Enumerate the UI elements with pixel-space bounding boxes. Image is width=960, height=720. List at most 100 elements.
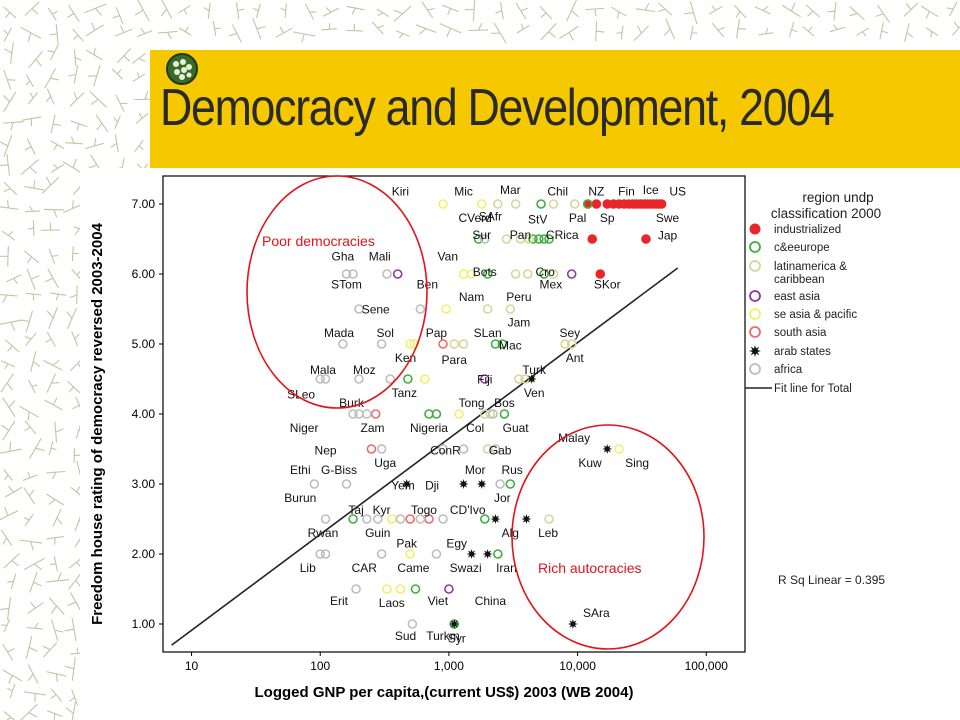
- data-point: [595, 269, 606, 279]
- data-point: [482, 549, 493, 559]
- pattern-stroke: [802, 26, 815, 37]
- pattern-stroke: [19, 405, 40, 421]
- data-point: [382, 584, 392, 594]
- data-point: [315, 374, 326, 384]
- pattern-stroke: [585, 7, 605, 17]
- data-point: [438, 444, 448, 454]
- pattern-stroke: [20, 310, 34, 333]
- country-label: Turkm: [426, 629, 460, 643]
- pattern-stroke: [633, 25, 649, 41]
- pattern-stroke: [322, 7, 339, 17]
- pattern-stroke: [229, 24, 242, 43]
- pattern-stroke: [178, 26, 192, 36]
- legend-marker: [749, 363, 761, 375]
- pattern-stroke: [44, 397, 63, 411]
- pattern-stroke: [66, 4, 80, 22]
- country-label: Gha: [332, 250, 355, 264]
- pattern-stroke: [54, 421, 64, 443]
- country-label: Sud: [395, 629, 416, 643]
- data-point: [544, 234, 554, 244]
- country-label: Pak: [396, 537, 418, 551]
- legend-label: industrialized: [774, 224, 841, 236]
- pattern-stroke: [48, 441, 57, 456]
- pattern-stroke: [45, 331, 56, 347]
- data-point: [395, 584, 406, 594]
- data-point: [534, 234, 544, 244]
- pattern-stroke: [46, 470, 66, 480]
- country-label: Mala: [310, 363, 336, 377]
- pattern-stroke: [849, 6, 865, 21]
- data-point: [382, 269, 392, 279]
- pattern-stroke: [3, 69, 16, 90]
- country-label: SLan: [474, 326, 502, 340]
- data-point: [320, 514, 331, 524]
- pattern-stroke: [88, 65, 101, 87]
- country-label: SLeo: [287, 387, 315, 401]
- country-label: Came: [397, 561, 429, 575]
- pattern-stroke: [64, 617, 77, 642]
- data-point: [510, 269, 521, 279]
- legend-marker: [749, 241, 761, 253]
- data-point: [524, 234, 534, 244]
- country-label: Sey: [559, 326, 580, 340]
- legend-label: latinamerica &: [774, 261, 847, 273]
- pattern-stroke: [84, 138, 105, 150]
- pattern-stroke: [30, 351, 41, 372]
- country-label: Kyr: [373, 503, 391, 517]
- data-point: [499, 409, 510, 419]
- country-label: Bots: [473, 265, 497, 279]
- pattern-stroke: [44, 268, 59, 289]
- pattern-stroke: [29, 571, 42, 593]
- pattern-stroke: [45, 88, 55, 105]
- data-point: [521, 514, 532, 524]
- rich-autocracies-ellipse: [511, 424, 705, 650]
- pattern-stroke: [280, 3, 287, 18]
- data-point: [548, 199, 559, 209]
- pattern-stroke: [132, 72, 146, 82]
- country-label: Viet: [428, 594, 449, 608]
- pattern-stroke: [516, 23, 530, 34]
- data-point: [376, 339, 387, 349]
- data-point: [510, 199, 521, 209]
- pattern-stroke: [0, 529, 13, 546]
- country-label: Alg: [502, 526, 519, 540]
- y-tick-label: 5.00: [132, 337, 156, 351]
- data-point: [351, 584, 361, 594]
- pattern-stroke: [23, 691, 47, 703]
- data-point: [376, 549, 387, 559]
- pattern-stroke: [42, 642, 58, 658]
- country-label: Nigeria: [410, 421, 448, 435]
- y-tick-label: 4.00: [132, 407, 156, 421]
- data-point: [385, 374, 396, 384]
- pattern-stroke: [0, 507, 19, 521]
- pattern-stroke: [758, 28, 774, 36]
- pattern-stroke: [754, 5, 771, 15]
- pattern-stroke: [3, 711, 15, 720]
- data-point: [505, 479, 516, 489]
- pattern-stroke: [1, 618, 11, 633]
- x-axis-title: Logged GNP per capita,(current US$) 2003…: [255, 684, 634, 701]
- pattern-stroke: [0, 319, 23, 331]
- country-label: StV: [528, 212, 547, 226]
- pattern-stroke: [0, 441, 22, 454]
- data-point: [431, 409, 442, 419]
- data-point: [431, 549, 442, 559]
- pattern-stroke: [27, 664, 39, 684]
- pattern-stroke: [3, 27, 13, 42]
- pattern-stroke: [0, 360, 16, 370]
- pattern-stroke: [27, 92, 39, 105]
- pattern-stroke: [0, 373, 14, 393]
- country-label: CAR: [352, 561, 378, 575]
- pattern-stroke: [85, 22, 104, 37]
- y-tick-label: 6.00: [132, 267, 156, 281]
- data-point: [528, 234, 538, 244]
- pattern-stroke: [50, 114, 61, 134]
- pattern-stroke: [28, 50, 44, 69]
- data-point: [395, 514, 406, 524]
- data-point: [454, 409, 464, 419]
- x-tick-label: 100,000: [685, 659, 729, 673]
- legend-label: se asia & pacific: [774, 309, 857, 321]
- pattern-stroke: [49, 292, 67, 301]
